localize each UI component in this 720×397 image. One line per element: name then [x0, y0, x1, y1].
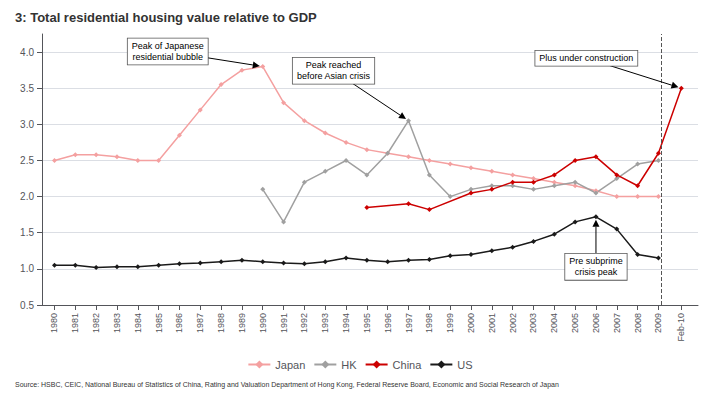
svg-text:1985: 1985: [154, 313, 164, 333]
svg-text:4.0: 4.0: [20, 47, 34, 58]
svg-text:Feb-10: Feb-10: [676, 313, 686, 342]
svg-text:2.5: 2.5: [20, 155, 34, 166]
svg-text:1986: 1986: [174, 313, 184, 333]
svg-text:Pre subprime: Pre subprime: [569, 256, 623, 266]
svg-text:2001: 2001: [487, 313, 497, 333]
svg-text:US: US: [457, 359, 472, 371]
svg-text:Peak of Japanese: Peak of Japanese: [132, 41, 204, 51]
svg-text:1.0: 1.0: [20, 263, 34, 274]
svg-text:2004: 2004: [549, 313, 559, 333]
svg-text:0.5: 0.5: [20, 300, 34, 311]
svg-text:Plus under construction: Plus under construction: [539, 53, 633, 63]
svg-text:2.0: 2.0: [20, 191, 34, 202]
svg-text:1999: 1999: [445, 313, 455, 333]
svg-text:2009: 2009: [653, 313, 663, 333]
svg-text:1996: 1996: [383, 313, 393, 333]
svg-text:1982: 1982: [91, 313, 101, 333]
svg-text:residential bubble: residential bubble: [132, 52, 203, 62]
svg-text:2007: 2007: [612, 313, 622, 333]
svg-text:China: China: [393, 359, 423, 371]
svg-text:1994: 1994: [341, 313, 351, 333]
svg-text:2002: 2002: [508, 313, 518, 333]
svg-text:1991: 1991: [279, 313, 289, 333]
svg-text:Japan: Japan: [275, 359, 305, 371]
svg-text:1987: 1987: [195, 313, 205, 333]
svg-text:1980: 1980: [49, 313, 59, 333]
svg-text:1990: 1990: [258, 313, 268, 333]
svg-text:1997: 1997: [404, 313, 414, 333]
svg-text:2000: 2000: [466, 313, 476, 333]
svg-text:2006: 2006: [591, 313, 601, 333]
svg-text:before Asian crisis: before Asian crisis: [297, 71, 371, 81]
svg-text:3: Total residential housing v: 3: Total residential housing value relat…: [15, 10, 317, 25]
svg-text:crisis peak: crisis peak: [575, 267, 618, 277]
svg-text:1998: 1998: [424, 313, 434, 333]
svg-text:3.0: 3.0: [20, 119, 34, 130]
svg-text:1989: 1989: [237, 313, 247, 333]
svg-text:1984: 1984: [133, 313, 143, 333]
svg-text:Source: HSBC, CEIC, National B: Source: HSBC, CEIC, National Bureau of S…: [15, 381, 559, 389]
svg-text:1981: 1981: [70, 313, 80, 333]
svg-text:1995: 1995: [362, 313, 372, 333]
svg-text:1988: 1988: [216, 313, 226, 333]
svg-text:1983: 1983: [112, 313, 122, 333]
svg-text:1.5: 1.5: [20, 227, 34, 238]
svg-text:1993: 1993: [320, 313, 330, 333]
svg-text:2003: 2003: [528, 313, 538, 333]
svg-text:1992: 1992: [299, 313, 309, 333]
svg-text:Peak reached: Peak reached: [306, 60, 362, 70]
svg-text:2005: 2005: [570, 313, 580, 333]
svg-text:2008: 2008: [633, 313, 643, 333]
svg-text:3.5: 3.5: [20, 83, 34, 94]
svg-text:HK: HK: [341, 359, 357, 371]
